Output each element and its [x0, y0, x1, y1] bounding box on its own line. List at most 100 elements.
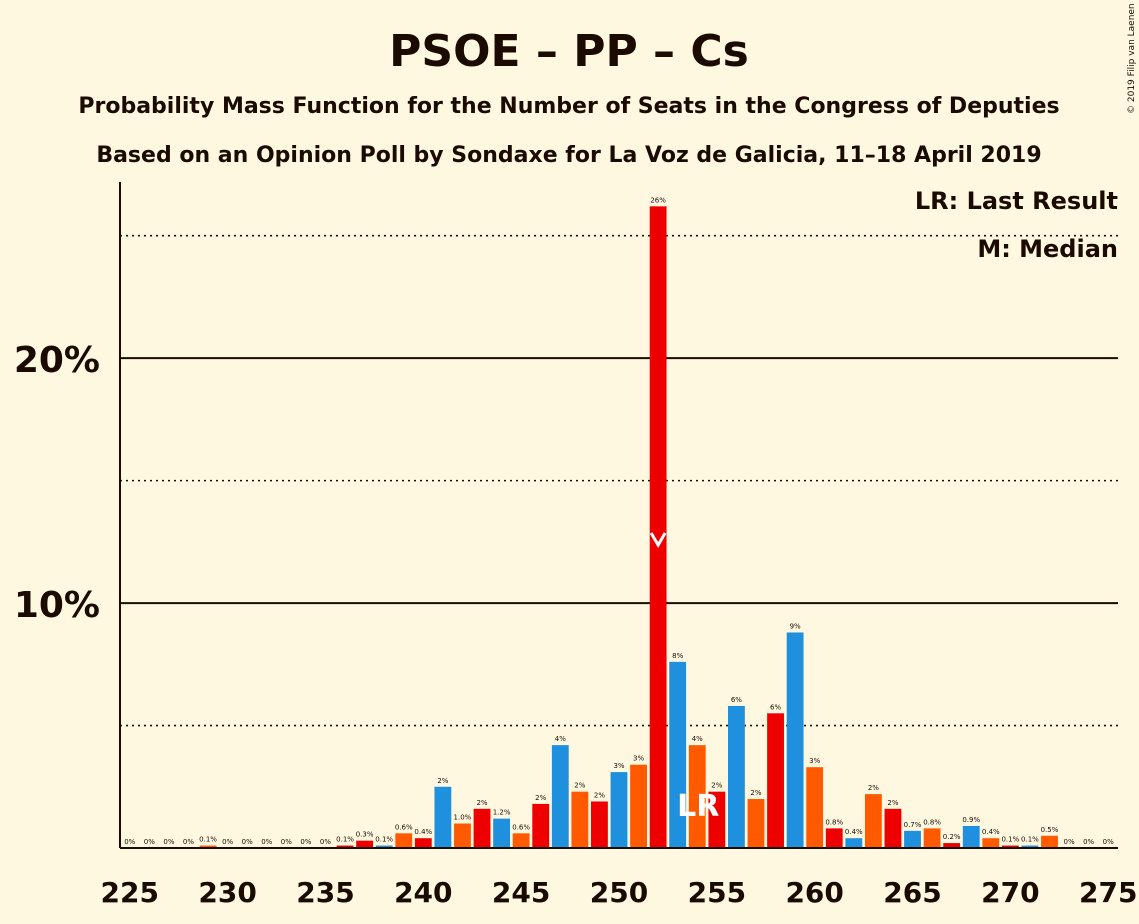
bar-label-seat-239: 0.6%	[395, 823, 413, 831]
median-marker	[649, 532, 667, 548]
bar-label-seat-253: 8%	[672, 652, 683, 660]
bar-seat-243	[473, 808, 491, 848]
bar-label-seat-255: 2%	[711, 782, 722, 790]
x-tick-225: 225	[101, 876, 159, 909]
bar-seat-252	[649, 206, 667, 848]
bar-seat-262	[845, 838, 863, 848]
bar-seat-260	[806, 767, 824, 848]
grid-lines	[120, 234, 1118, 727]
bar-label-seat-252: 26%	[650, 196, 666, 204]
x-tick-245: 245	[492, 876, 550, 909]
bar-label-seat-233: 0%	[281, 838, 292, 846]
bar-label-seat-272: 0.5%	[1041, 826, 1059, 834]
bar-label-seat-271: 0.1%	[1021, 836, 1039, 844]
bar-label-seat-251: 3%	[633, 755, 644, 763]
bar-seat-253	[669, 661, 687, 848]
bar-seat-244	[493, 818, 511, 848]
x-tick-235: 235	[296, 876, 354, 909]
bar-label-seat-266: 0.8%	[923, 818, 941, 826]
axes: 225 230 235 240 245 250 255 260 265 270 275 10% 20%	[14, 182, 1137, 909]
bar-label-seat-228: 0%	[183, 838, 194, 846]
bar-label-seat-231: 0%	[242, 838, 253, 846]
bar-label-seat-230: 0%	[222, 838, 233, 846]
bar-seat-248	[571, 791, 589, 848]
bar-seat-245	[512, 833, 530, 848]
bar-seat-257	[747, 799, 765, 848]
x-tick-240: 240	[394, 876, 452, 909]
bar-seat-270	[1001, 845, 1019, 848]
legend-median: M: Median	[977, 235, 1118, 263]
bar-label-seat-241: 2%	[437, 777, 448, 785]
bar-label-seat-232: 0%	[261, 838, 272, 846]
bar-label-seat-237: 0.3%	[356, 831, 374, 839]
bar-label-seat-227: 0%	[163, 838, 174, 846]
bar-label-seat-247: 4%	[555, 735, 566, 743]
bar-seat-251	[630, 764, 647, 848]
y-tick-20: 20%	[14, 340, 100, 381]
bar-label-seat-265: 0.7%	[904, 821, 922, 829]
bar-seat-259	[786, 632, 804, 848]
bar-label-seat-248: 2%	[574, 782, 585, 790]
bar-seat-272	[1041, 835, 1058, 848]
bar-label-seat-275: 0%	[1103, 838, 1114, 846]
bar-seat-250	[610, 772, 628, 848]
chart-title: PSOE – PP – Cs	[389, 26, 749, 77]
bar-label-seat-274: 0%	[1083, 838, 1094, 846]
bar-label-seat-270: 0.1%	[1001, 836, 1019, 844]
bar-group	[199, 206, 1058, 848]
bar-seat-255	[708, 791, 726, 848]
bar-label-seat-267: 0.2%	[943, 833, 961, 841]
bar-label-seat-242: 1.0%	[454, 814, 472, 822]
bar-label-seat-256: 6%	[731, 696, 742, 704]
bar-seat-269	[982, 838, 1000, 848]
bar-label-seat-234: 0%	[300, 838, 311, 846]
chart-subtitle-2: Based on an Opinion Poll by Sondaxe for …	[96, 143, 1041, 168]
bar-seat-268	[962, 825, 980, 848]
bar-seat-237	[356, 840, 374, 848]
bar-label-group: 0% 0% 0% 0% 0.1% 0% 0% 0% 0% 0% 0% 0.1%0.3%0.1%0.6%…	[124, 196, 1114, 846]
bar-seat-263	[864, 794, 882, 848]
bar-label-seat-244: 1.2%	[493, 809, 511, 817]
last-result-marker: LR	[677, 789, 719, 824]
bar-label-seat-225: 0%	[124, 838, 135, 846]
bar-seat-239	[395, 833, 413, 848]
bar-label-seat-273: 0%	[1064, 838, 1075, 846]
bar-label-seat-257: 2%	[750, 789, 761, 797]
bar-seat-236	[336, 845, 354, 848]
x-tick-255: 255	[688, 876, 746, 909]
bar-label-seat-259: 9%	[790, 622, 801, 630]
bar-label-seat-258: 6%	[770, 703, 781, 711]
legend-last-result: LR: Last Result	[915, 187, 1118, 215]
bar-label-seat-269: 0.4%	[982, 828, 1000, 836]
bar-label-seat-261: 0.8%	[825, 818, 843, 826]
bar-seat-241	[434, 786, 452, 848]
bar-seat-240	[414, 838, 432, 848]
bar-label-seat-238: 0.1%	[375, 836, 393, 844]
x-tick-250: 250	[590, 876, 648, 909]
bar-seat-229	[199, 845, 217, 848]
bar-seat-265	[904, 830, 921, 848]
y-tick-10: 10%	[14, 585, 100, 626]
bar-seat-261	[825, 828, 843, 848]
bar-seat-267	[943, 843, 961, 848]
bar-seat-258	[767, 713, 784, 848]
bar-seat-249	[591, 801, 608, 848]
marker-group: LR	[649, 532, 719, 824]
bar-seat-256	[727, 705, 745, 848]
bar-label-seat-240: 0.4%	[414, 828, 432, 836]
bar-seat-242	[454, 823, 471, 848]
chart-subtitle-1: Probability Mass Function for the Number…	[78, 94, 1059, 119]
bar-label-seat-264: 2%	[887, 799, 898, 807]
bar-label-seat-262: 0.4%	[845, 828, 863, 836]
x-tick-230: 230	[198, 876, 256, 909]
bar-seat-238	[375, 845, 393, 848]
bar-seat-254	[688, 745, 706, 848]
bar-seat-266	[923, 828, 941, 848]
bar-seat-271	[1021, 845, 1039, 848]
bar-label-seat-250: 3%	[613, 762, 624, 770]
bar-label-seat-243: 2%	[476, 799, 487, 807]
bar-label-seat-245: 0.6%	[512, 823, 530, 831]
bar-label-seat-229: 0.1%	[199, 836, 217, 844]
x-tick-260: 260	[785, 876, 843, 909]
bar-label-seat-236: 0.1%	[336, 836, 354, 844]
